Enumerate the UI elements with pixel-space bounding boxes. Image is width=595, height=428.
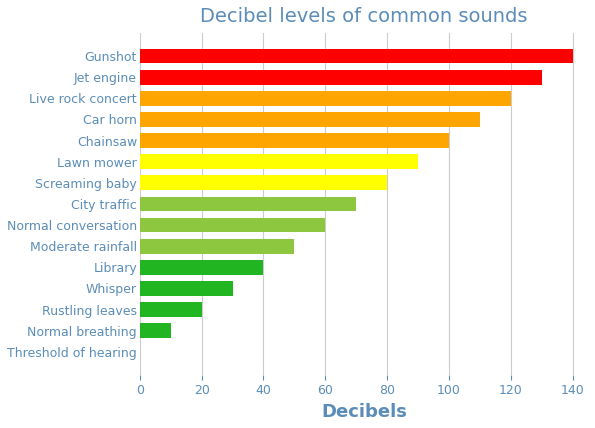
Bar: [140, 302, 202, 317]
Bar: [140, 175, 387, 190]
Bar: [140, 133, 449, 148]
Bar: [140, 112, 480, 127]
Bar: [140, 49, 572, 63]
Bar: [140, 196, 356, 211]
Bar: [140, 91, 511, 106]
Title: Decibel levels of common sounds: Decibel levels of common sounds: [200, 7, 528, 26]
Bar: [140, 281, 233, 296]
Bar: [140, 260, 264, 275]
Bar: [140, 154, 418, 169]
Bar: [140, 218, 325, 232]
Bar: [140, 239, 295, 253]
Bar: [140, 323, 171, 338]
Bar: [140, 70, 541, 84]
X-axis label: Decibels: Decibels: [321, 403, 407, 421]
